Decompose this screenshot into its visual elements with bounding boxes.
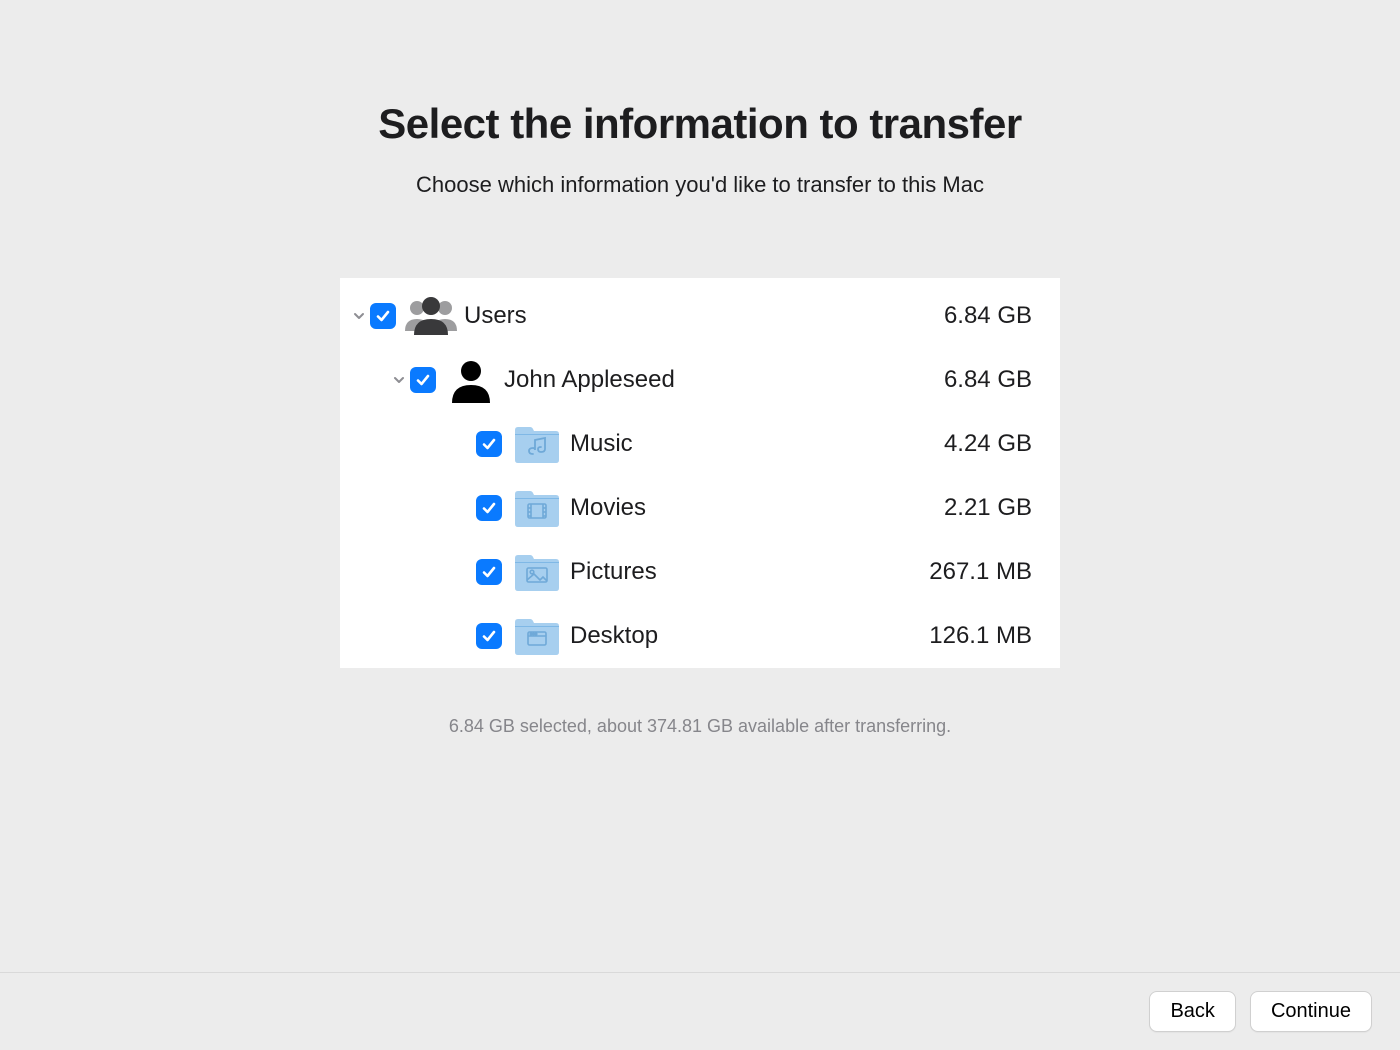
migration-assistant-window: Select the information to transfer Choos… xyxy=(0,0,1400,1050)
checkbox-movies[interactable] xyxy=(476,495,502,521)
checkbox-desktop[interactable] xyxy=(476,623,502,649)
tree-size: 267.1 MB xyxy=(929,558,1042,586)
tree-label: Desktop xyxy=(570,622,929,650)
tree-size: 4.24 GB xyxy=(944,430,1042,458)
continue-button[interactable]: Continue xyxy=(1250,991,1372,1032)
tree-label: Movies xyxy=(570,494,944,522)
users-group-icon xyxy=(404,291,458,341)
tree-size: 6.84 GB xyxy=(944,366,1042,394)
folder-pictures-icon xyxy=(510,547,564,597)
tree-row-users[interactable]: Users 6.84 GB xyxy=(340,284,1060,348)
tree-size: 126.1 MB xyxy=(929,622,1042,650)
tree-label: John Appleseed xyxy=(504,366,944,394)
tree-label: Music xyxy=(570,430,944,458)
tree-row-music[interactable]: Music 4.24 GB xyxy=(340,412,1060,476)
tree-row-movies[interactable]: Movies 2.21 GB xyxy=(340,476,1060,540)
main-content: Select the information to transfer Choos… xyxy=(0,0,1400,737)
checkbox-user[interactable] xyxy=(410,367,436,393)
page-subtitle: Choose which information you'd like to t… xyxy=(0,172,1400,198)
folder-desktop-icon xyxy=(510,611,564,661)
page-title: Select the information to transfer xyxy=(0,100,1400,148)
chevron-down-icon[interactable] xyxy=(390,374,408,386)
tree-row-pictures[interactable]: Pictures 267.1 MB xyxy=(340,540,1060,604)
tree-size: 6.84 GB xyxy=(944,302,1042,330)
person-icon xyxy=(444,355,498,405)
footer-bar: Back Continue xyxy=(0,972,1400,1050)
tree-size: 2.21 GB xyxy=(944,494,1042,522)
transfer-list-panel: Users 6.84 GB John Appleseed 6 xyxy=(340,278,1060,668)
tree-row-desktop[interactable]: Desktop 126.1 MB xyxy=(340,604,1060,668)
folder-movies-icon xyxy=(510,483,564,533)
status-text: 6.84 GB selected, about 374.81 GB availa… xyxy=(0,716,1400,737)
tree-row-user[interactable]: John Appleseed 6.84 GB xyxy=(340,348,1060,412)
checkbox-pictures[interactable] xyxy=(476,559,502,585)
tree-label: Users xyxy=(464,302,944,330)
checkbox-music[interactable] xyxy=(476,431,502,457)
chevron-down-icon[interactable] xyxy=(350,310,368,322)
back-button[interactable]: Back xyxy=(1149,991,1235,1032)
tree-label: Pictures xyxy=(570,558,929,586)
checkbox-users[interactable] xyxy=(370,303,396,329)
folder-music-icon xyxy=(510,419,564,469)
